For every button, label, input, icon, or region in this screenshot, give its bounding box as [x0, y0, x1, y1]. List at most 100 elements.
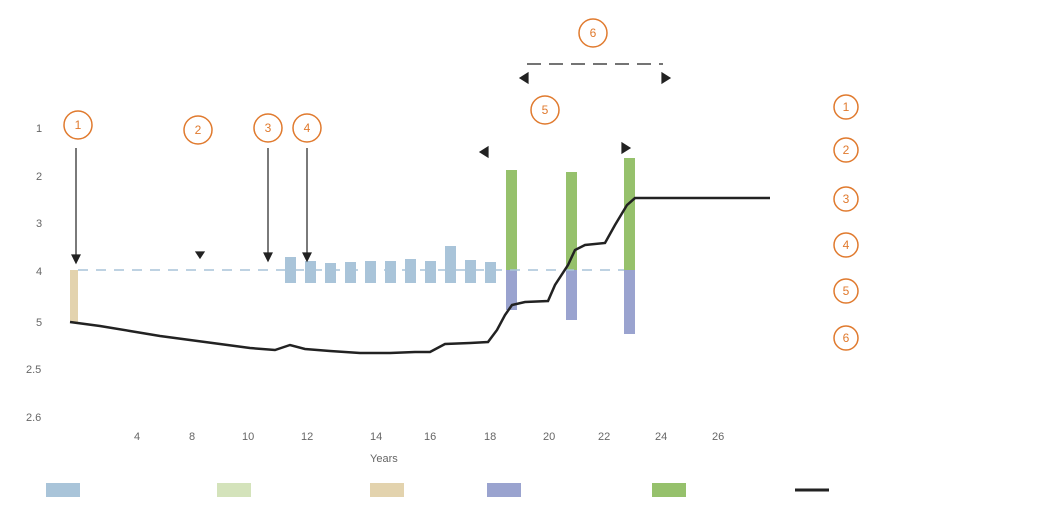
- callout-circle: [253, 113, 283, 143]
- legend-swatch: [652, 483, 686, 497]
- bar-peak: [325, 263, 336, 283]
- key-circle: [833, 232, 859, 258]
- x-tick-label: 24: [655, 431, 667, 443]
- callout-circle: [578, 18, 608, 48]
- y-tick-label: 1: [36, 123, 42, 135]
- bar-down: [624, 270, 635, 334]
- legend-item-3: [370, 483, 404, 497]
- key-item-3: 3: [833, 186, 859, 212]
- x-tick-label: 26: [712, 431, 724, 443]
- key-item-6: 6: [833, 325, 859, 351]
- legend-swatch: [217, 483, 251, 497]
- key-number: 3: [843, 192, 850, 206]
- callout-number: 4: [304, 121, 311, 135]
- bar-up: [506, 170, 517, 270]
- bar-first: [70, 270, 78, 322]
- key-item-1: 1: [833, 94, 859, 120]
- bar-peak: [485, 262, 496, 283]
- key-number: 1: [843, 100, 850, 114]
- bar-up: [566, 172, 577, 270]
- callout-3: 3: [253, 113, 283, 143]
- y-axis: 1 2 3 4 5 2.5 2.6: [26, 123, 42, 424]
- arrowhead: [478, 145, 489, 159]
- callouts: 1 2 3 4 5 6: [63, 18, 608, 145]
- key-item-5: 5: [833, 278, 859, 304]
- callout-number: 1: [75, 118, 82, 132]
- legend-item-4: [487, 483, 521, 497]
- legend-swatch: [487, 483, 521, 497]
- key-circle: [833, 137, 859, 163]
- callout-circle: [292, 113, 322, 143]
- key-circle: [833, 94, 859, 120]
- legend-swatch: [46, 483, 80, 497]
- arrowhead: [194, 251, 206, 260]
- bar-down: [566, 270, 577, 320]
- bars: [70, 158, 635, 334]
- bar-peak: [405, 259, 416, 283]
- key-number: 4: [843, 238, 850, 252]
- callout-number: 6: [590, 26, 597, 40]
- arrowhead: [302, 252, 312, 263]
- legend-item-5: [652, 483, 686, 497]
- key-number: 6: [843, 331, 850, 345]
- arrowhead: [71, 254, 81, 265]
- callout-4: 4: [292, 113, 322, 143]
- y-tick-label: 5: [36, 317, 42, 329]
- x-axis: 4 8 10 12 14 16 18 20 22 24 26 Years: [134, 431, 724, 465]
- y-tick-label: 4: [36, 266, 42, 278]
- arrowhead: [263, 252, 273, 263]
- series-line: [69, 196, 770, 355]
- arrowhead: [661, 71, 672, 85]
- key-item-4: 4: [833, 232, 859, 258]
- bar-peak: [385, 261, 396, 283]
- arrowhead: [518, 71, 529, 85]
- callout-number: 5: [542, 103, 549, 117]
- callout-5: 5: [530, 95, 560, 125]
- bar-peak: [465, 260, 476, 283]
- bar-peak: [285, 257, 296, 283]
- key-number: 2: [843, 143, 850, 157]
- x-tick-label: 14: [370, 431, 382, 443]
- key-number: 5: [843, 284, 850, 298]
- x-tick-label: 22: [598, 431, 610, 443]
- callout-circle: [63, 110, 93, 140]
- callout-2: 2: [183, 115, 213, 145]
- bar-peak: [365, 261, 376, 283]
- bar-down: [506, 270, 517, 310]
- x-tick-label: 18: [484, 431, 496, 443]
- callout-6: 6: [578, 18, 608, 48]
- x-tick-label: 10: [242, 431, 254, 443]
- legend-item-2: [217, 483, 251, 497]
- bar-peak: [445, 246, 456, 283]
- key-item-2: 2: [833, 137, 859, 163]
- callout-circle: [183, 115, 213, 145]
- x-axis-title: Years: [370, 453, 398, 465]
- legend: [46, 483, 829, 497]
- y-tick-label: 2: [36, 171, 42, 183]
- y-tick-label: 2.6: [26, 412, 41, 424]
- bar-peak: [345, 262, 356, 283]
- x-tick-label: 16: [424, 431, 436, 443]
- bar-peak: [305, 261, 316, 283]
- callout-circle: [530, 95, 560, 125]
- legend-item-1: [46, 483, 80, 497]
- callout-number: 2: [195, 123, 202, 137]
- key-circle: [833, 325, 859, 351]
- annotation-arrows: [71, 63, 672, 265]
- callout-number: 3: [265, 121, 272, 135]
- y-tick-label: 2.5: [26, 364, 41, 376]
- key-circle: [833, 278, 859, 304]
- legend-swatch: [370, 483, 404, 497]
- x-tick-label: 12: [301, 431, 313, 443]
- arrowhead: [621, 141, 632, 155]
- y-tick-label: 3: [36, 218, 42, 230]
- bar-up: [624, 158, 635, 270]
- callout-key: 1 2 3 4 5 6: [833, 94, 859, 351]
- x-tick-label: 8: [189, 431, 195, 443]
- x-tick-label: 4: [134, 431, 140, 443]
- callout-1: 1: [63, 110, 93, 140]
- key-circle: [833, 186, 859, 212]
- x-tick-label: 20: [543, 431, 555, 443]
- bar-peak: [425, 261, 436, 283]
